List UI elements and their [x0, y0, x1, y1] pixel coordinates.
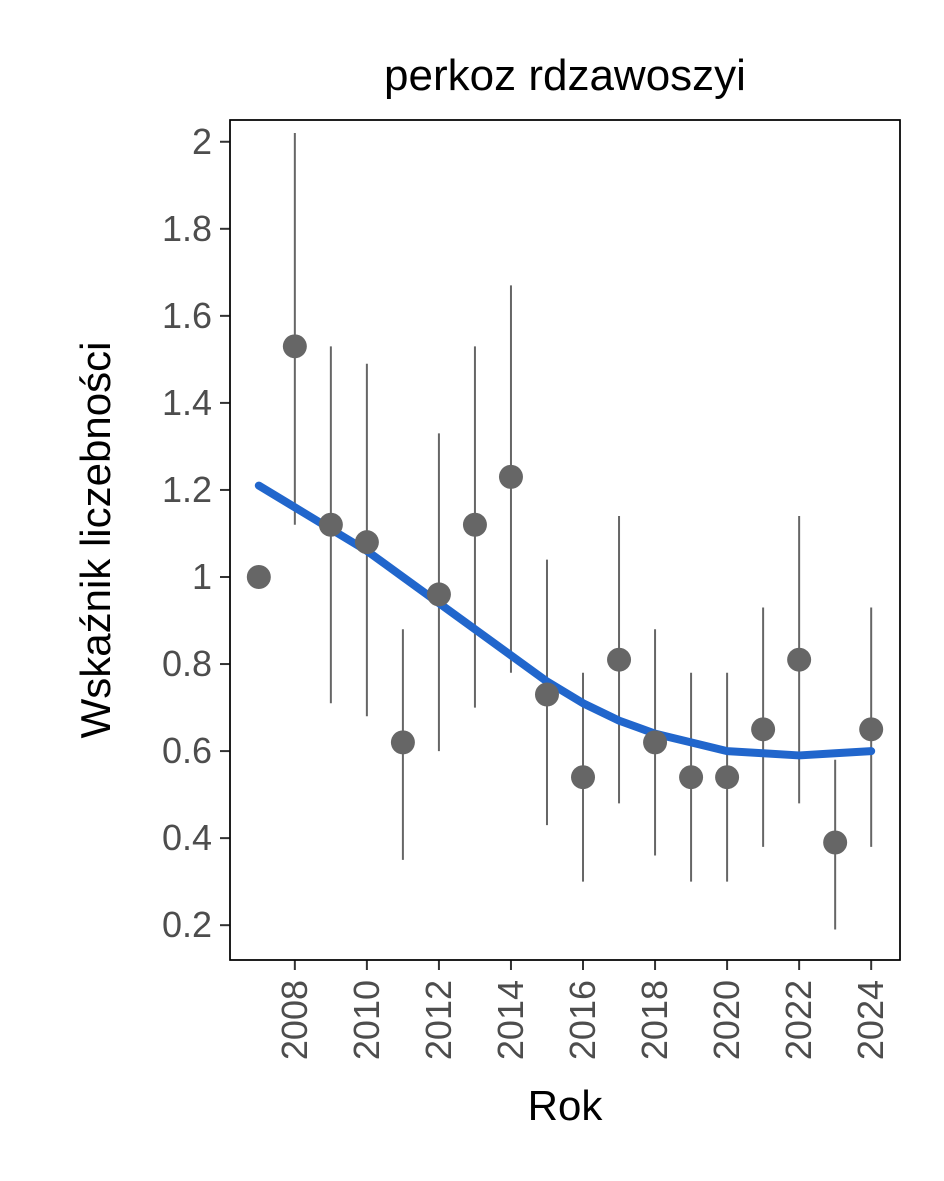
x-tick-label: 2024: [850, 980, 891, 1060]
x-tick-label: 2008: [274, 980, 315, 1060]
chart-svg: perkoz rdzawoszyi 0.2 0.4 0.6 0.8 1 1.2 1.4 1.6 1…: [0, 0, 944, 1181]
data-point: [283, 334, 307, 358]
data-point: [571, 765, 595, 789]
chart-title: perkoz rdzawoszyi: [384, 51, 746, 100]
data-point: [463, 513, 487, 537]
data-point: [247, 565, 271, 589]
y-tick-label: 1.8: [162, 208, 212, 249]
data-point: [643, 730, 667, 754]
x-tick-label: 2010: [346, 980, 387, 1060]
data-point: [319, 513, 343, 537]
data-point: [787, 648, 811, 672]
y-tick-label: 1.6: [162, 295, 212, 336]
x-tick-label: 2020: [706, 980, 747, 1060]
data-point: [679, 765, 703, 789]
y-tick-label: 0.2: [162, 904, 212, 945]
data-point: [715, 765, 739, 789]
data-point: [391, 730, 415, 754]
data-point: [499, 465, 523, 489]
data-point: [427, 582, 451, 606]
data-point: [823, 830, 847, 854]
y-tick-label: 0.6: [162, 730, 212, 771]
y-tick-label: 0.4: [162, 817, 212, 858]
y-tick-label: 1.2: [162, 469, 212, 510]
x-tick-label: 2018: [634, 980, 675, 1060]
data-point: [535, 683, 559, 707]
data-point: [751, 717, 775, 741]
data-point: [355, 530, 379, 554]
data-point: [859, 717, 883, 741]
y-tick-label: 2: [192, 121, 212, 162]
y-tick-label: 0.8: [162, 643, 212, 684]
x-tick-label: 2022: [778, 980, 819, 1060]
x-tick-label: 2012: [418, 980, 459, 1060]
x-tick-label: 2014: [490, 980, 531, 1060]
x-axis-label: Rok: [528, 1082, 604, 1129]
y-tick-label: 1.4: [162, 382, 212, 423]
y-axis-label: Wskaźnik liczebności: [72, 342, 119, 739]
data-point: [607, 648, 631, 672]
y-tick-label: 1: [192, 556, 212, 597]
x-tick-label: 2016: [562, 980, 603, 1060]
chart-container: perkoz rdzawoszyi 0.2 0.4 0.6 0.8 1 1.2 1.4 1.6 1…: [0, 0, 944, 1181]
